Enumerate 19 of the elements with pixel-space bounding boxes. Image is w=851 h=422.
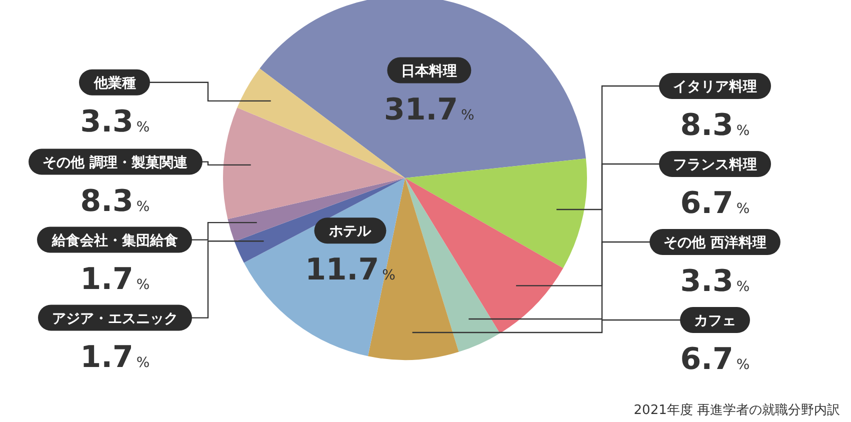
data-label: 6.7% (680, 186, 750, 221)
slice-label: その他 西洋料理 (664, 235, 766, 251)
slice-label: カフェ (694, 313, 736, 329)
data-label: 8.3% (80, 184, 150, 219)
data-label: 1.7% (80, 262, 150, 297)
slice-label: フランス料理 (673, 157, 757, 173)
data-label: 3.3% (680, 264, 750, 299)
data-label: 8.3% (680, 108, 750, 143)
slice-label: イタリア料理 (673, 79, 757, 95)
slice-label: ホテル (328, 224, 372, 240)
slice-label: アジア・エスニック (52, 310, 178, 327)
data-label: 1.7% (80, 340, 150, 375)
data-label: 3.3% (80, 104, 150, 140)
data-label: 31.7% (384, 92, 474, 128)
slice-label: 日本料理 (401, 63, 458, 80)
slice-label: 給食会社・集団給食 (51, 232, 178, 249)
text: 2021年度 再進学者の就職分野内訳 (634, 402, 840, 418)
slice-label: 他業種 (93, 75, 136, 92)
data-label: 6.7% (680, 342, 750, 377)
